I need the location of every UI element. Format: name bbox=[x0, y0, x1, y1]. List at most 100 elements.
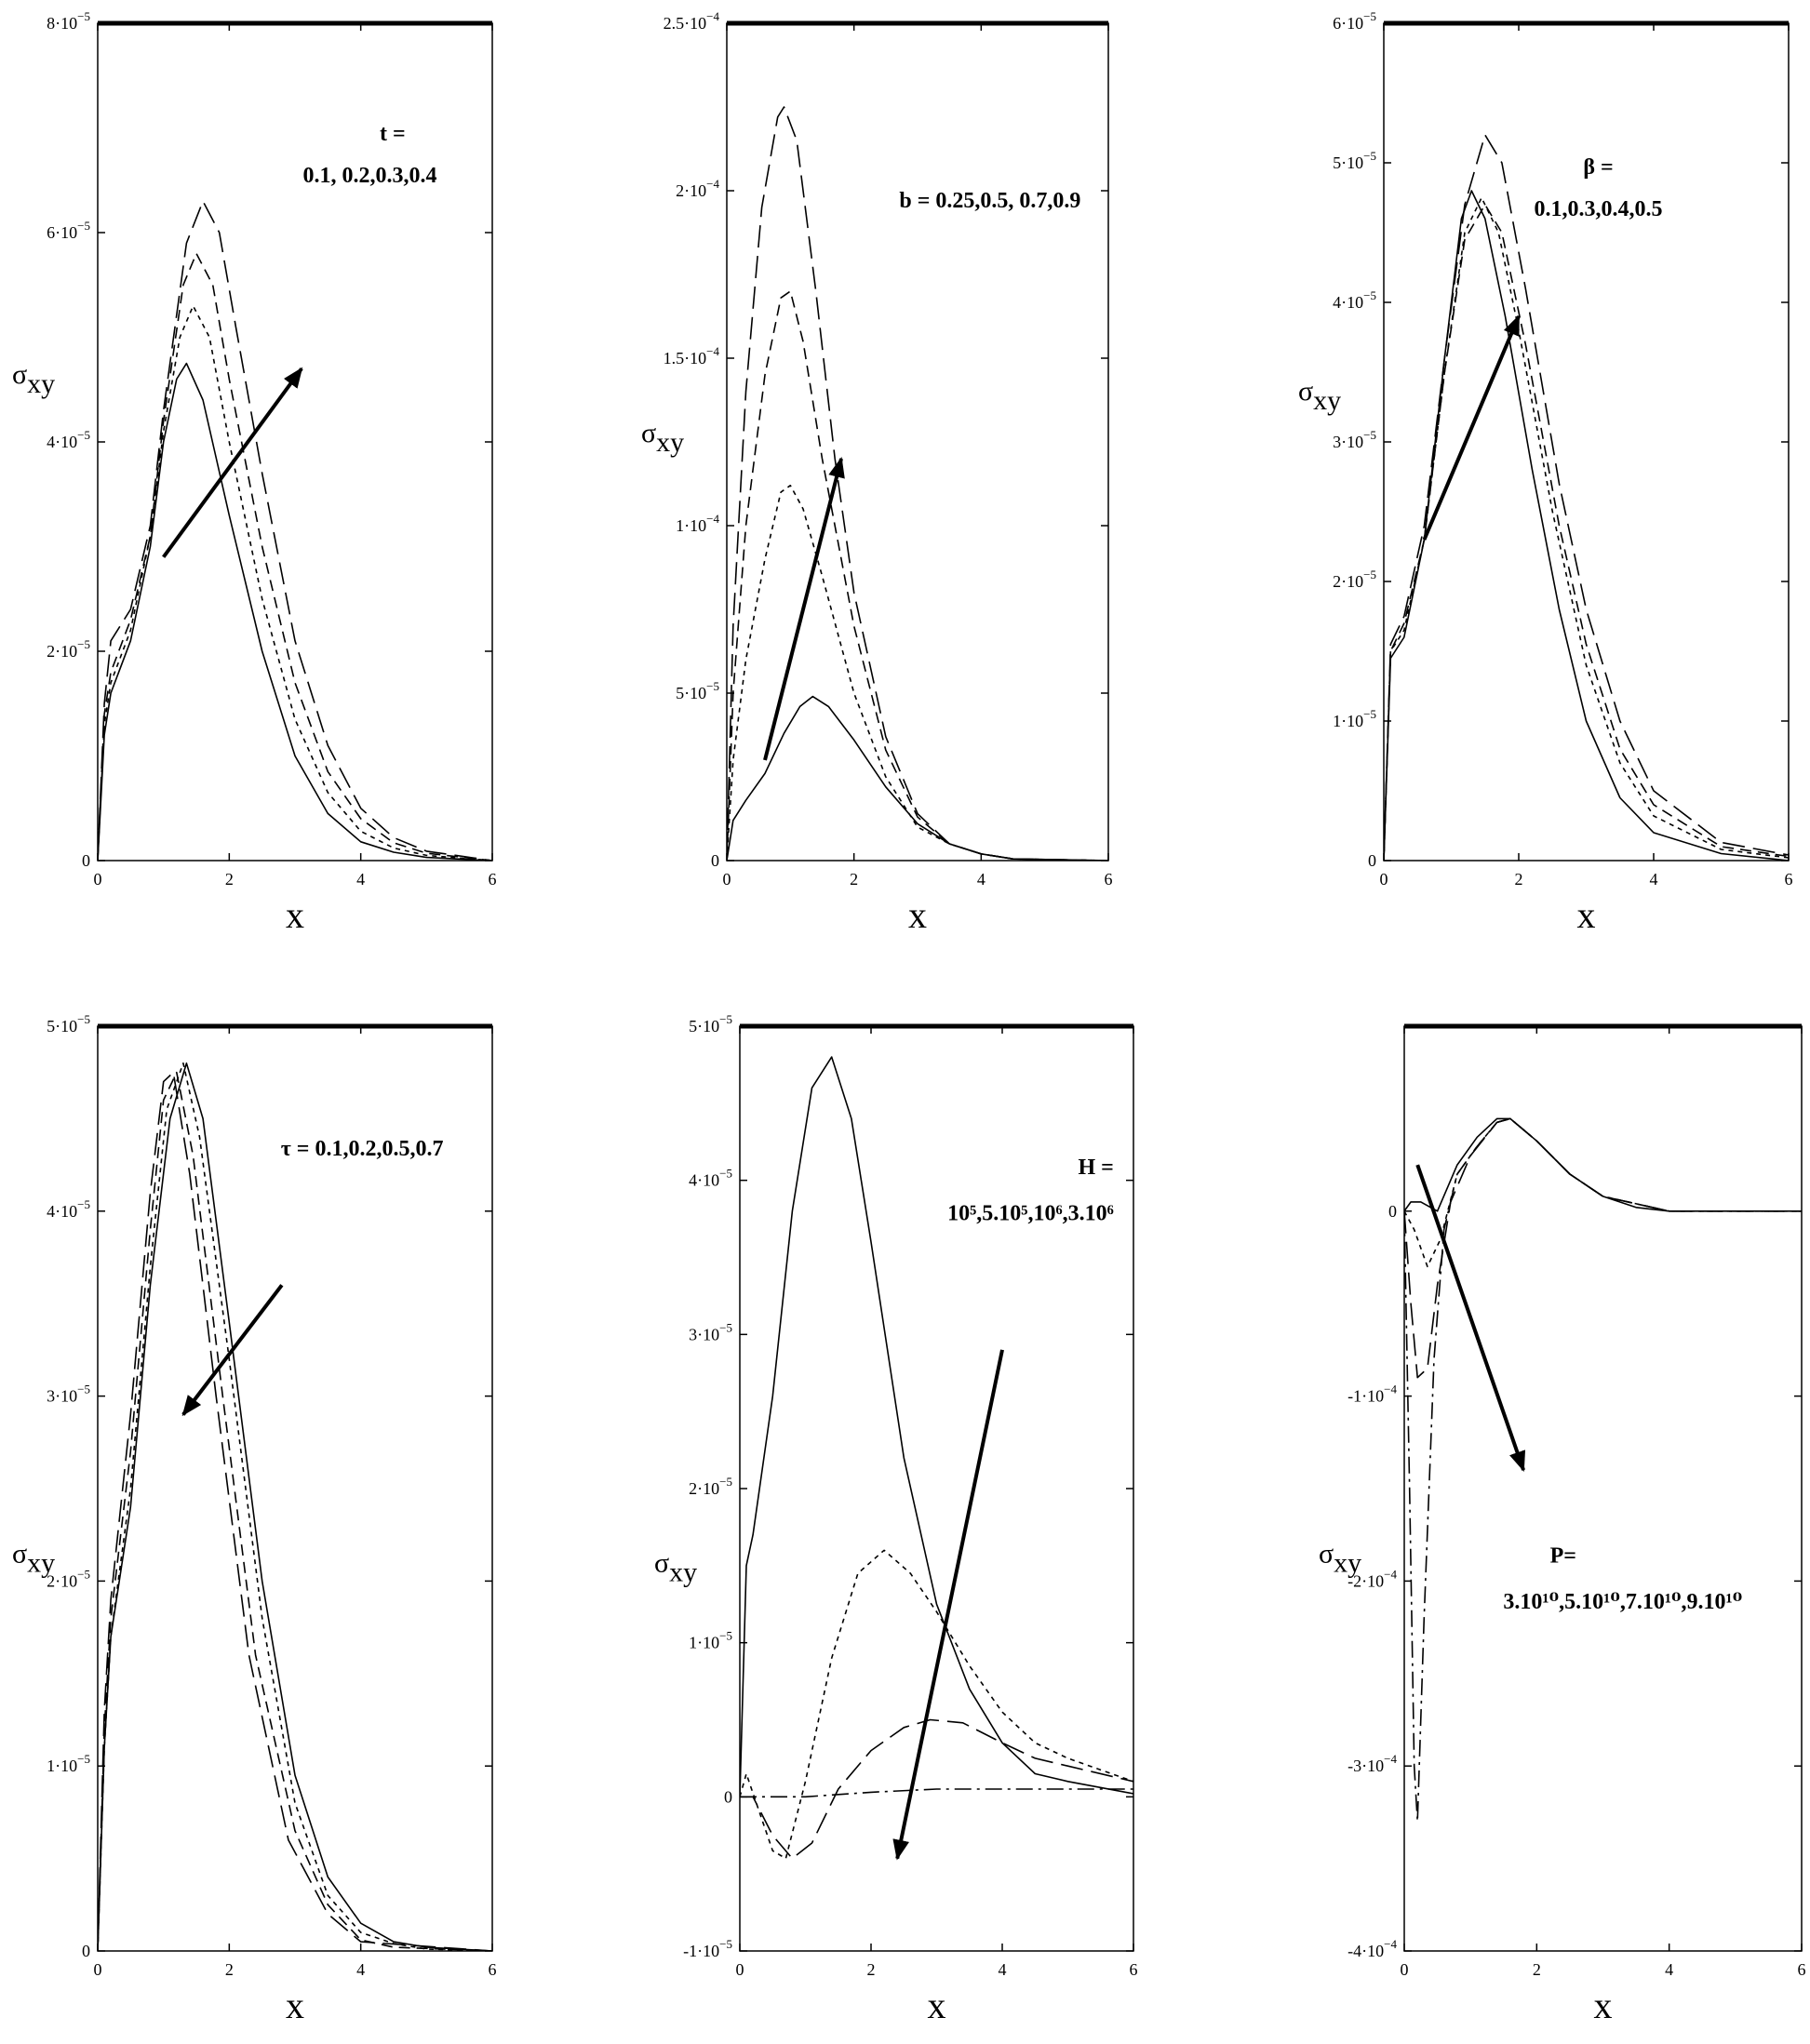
x-axis-label: x bbox=[286, 894, 304, 936]
y-tick-base: 1·10 bbox=[1333, 712, 1363, 730]
y-tick-base: 5·10 bbox=[1333, 154, 1363, 172]
y-axis-label: σxy bbox=[1319, 1539, 1361, 1579]
y-tick-base: -2·10 bbox=[1347, 1571, 1384, 1590]
series-line-3 bbox=[98, 1071, 492, 1951]
parameter-annotation: β = bbox=[1583, 155, 1613, 180]
x-tick-label: 0 bbox=[94, 870, 102, 888]
x-tick-label: 4 bbox=[1665, 1960, 1673, 1979]
x-tick-label: 0 bbox=[736, 1960, 744, 1979]
y-tick-label: 4·10−5 bbox=[1333, 288, 1376, 312]
trend-arrow-icon bbox=[181, 1284, 284, 1417]
y-tick-label: 4·10−5 bbox=[47, 428, 90, 451]
y-tick-label: 1·10−5 bbox=[689, 1629, 732, 1652]
x-tick-label: 0 bbox=[94, 1960, 102, 1979]
y-tick-exponent: −4 bbox=[706, 177, 719, 191]
trend-arrow-icon bbox=[162, 367, 303, 558]
x-tick-label: 6 bbox=[489, 1960, 497, 1979]
plot-frame bbox=[1383, 22, 1790, 862]
y-tick-exponent: −5 bbox=[719, 1475, 732, 1489]
y-tick-exponent: −4 bbox=[1384, 1937, 1397, 1951]
chart-panel-p4: 0 2 4 601·10−52·10−53·10−54·10−55·10−5xσxyτ… bbox=[12, 1012, 497, 2026]
y-tick-label: 5·10−5 bbox=[1333, 149, 1376, 172]
series-line-3 bbox=[1384, 204, 1789, 861]
y-tick-base: 4·10 bbox=[1333, 293, 1363, 312]
y-axis-label-subscript: xy bbox=[27, 368, 55, 399]
y-tick-base: 2·10 bbox=[689, 1479, 719, 1498]
y-tick-label: 2·10−5 bbox=[47, 637, 90, 661]
series-line-4 bbox=[1404, 1117, 1802, 1823]
y-tick-label: 0 bbox=[1368, 851, 1376, 870]
y-tick-base: -4·10 bbox=[1347, 1942, 1384, 1960]
series-line-1 bbox=[727, 695, 1108, 861]
y-tick-base: 2·10 bbox=[676, 181, 706, 200]
parameter-annotation: t = bbox=[380, 122, 406, 146]
y-tick-base: 0 bbox=[711, 851, 719, 870]
x-tick-label: 2 bbox=[850, 870, 858, 888]
y-tick-base: 4·10 bbox=[47, 1202, 77, 1221]
y-tick-exponent: −5 bbox=[719, 1167, 732, 1181]
trend-arrow-icon bbox=[892, 1349, 1004, 1861]
x-tick-label: 2 bbox=[225, 1960, 234, 1979]
y-tick-exponent: −5 bbox=[1363, 9, 1376, 23]
series-line-3 bbox=[1404, 1117, 1802, 1379]
chart-panel-p5: 0 2 4 6-1·10−501·10−52·10−53·10−54·10−55·10… bbox=[654, 1012, 1138, 2026]
y-tick-exponent: −5 bbox=[77, 1012, 90, 1026]
y-tick-exponent: −5 bbox=[1363, 707, 1376, 721]
y-tick-exponent: −5 bbox=[77, 1752, 90, 1766]
y-tick-exponent: −5 bbox=[77, 428, 90, 442]
y-tick-label: 3·10−5 bbox=[689, 1320, 732, 1343]
y-tick-exponent: −5 bbox=[719, 1937, 732, 1951]
y-tick-base: 3·10 bbox=[689, 1325, 719, 1343]
y-tick-base: 2·10 bbox=[47, 642, 77, 661]
y-tick-exponent: −5 bbox=[1363, 288, 1376, 302]
series-line-2 bbox=[740, 1549, 1133, 1860]
y-tick-label: -2·10−4 bbox=[1347, 1567, 1397, 1590]
y-axis-label-subscript: xy bbox=[656, 427, 684, 458]
series-line-4 bbox=[98, 200, 492, 861]
y-axis-label-sigma: σ bbox=[654, 1547, 669, 1578]
y-tick-base: 6·10 bbox=[1333, 14, 1363, 33]
y-tick-label: 0 bbox=[1388, 1202, 1397, 1221]
series-line-1 bbox=[1404, 1117, 1802, 1212]
y-tick-exponent: −5 bbox=[77, 1567, 90, 1581]
y-tick-label: 6·10−5 bbox=[1333, 9, 1376, 33]
chart-panel-p2: 0 2 4 605·10−51·10−41.5·10−42·10−42.5·10−4x… bbox=[641, 9, 1113, 936]
x-tick-label: 6 bbox=[1785, 870, 1793, 888]
parameter-annotation: P= bbox=[1550, 1544, 1576, 1569]
y-tick-exponent: −5 bbox=[719, 1629, 732, 1643]
y-tick-base: -1·10 bbox=[1347, 1387, 1384, 1406]
y-tick-base: 1·10 bbox=[689, 1634, 719, 1652]
series-line-1 bbox=[98, 362, 492, 861]
y-tick-base: 5·10 bbox=[689, 1017, 719, 1035]
series-line-1 bbox=[740, 1056, 1133, 1797]
y-tick-label: 1·10−5 bbox=[1333, 707, 1376, 730]
y-tick-exponent: −4 bbox=[706, 512, 719, 526]
y-tick-base: 3·10 bbox=[47, 1387, 77, 1406]
parameter-annotation: H = bbox=[1079, 1156, 1114, 1180]
y-tick-label: 1·10−5 bbox=[47, 1752, 90, 1775]
x-tick-label: 6 bbox=[1130, 1960, 1138, 1979]
y-axis-label: σxy bbox=[654, 1547, 697, 1587]
y-tick-base: 3·10 bbox=[1333, 433, 1363, 451]
y-tick-base: 4·10 bbox=[689, 1171, 719, 1190]
trend-arrow-icon bbox=[1415, 1164, 1526, 1473]
y-tick-label: -1·10−4 bbox=[1347, 1383, 1397, 1406]
y-tick-base: 1·10 bbox=[47, 1757, 77, 1775]
y-tick-label: 0 bbox=[82, 851, 90, 870]
y-tick-base: 1·10 bbox=[676, 516, 706, 535]
series-line-3 bbox=[98, 252, 492, 861]
series-line-2 bbox=[1404, 1117, 1802, 1268]
y-tick-exponent: −4 bbox=[1384, 1383, 1397, 1396]
y-tick-base: 1.5·10 bbox=[664, 349, 707, 367]
y-tick-label: 4·10−5 bbox=[47, 1197, 90, 1221]
y-axis-label-sigma: σ bbox=[1319, 1539, 1334, 1570]
y-tick-label: 2.5·10−4 bbox=[664, 9, 720, 33]
y-tick-label: 5·10−5 bbox=[47, 1012, 90, 1035]
x-tick-label: 0 bbox=[1380, 870, 1388, 888]
y-tick-exponent: −5 bbox=[1363, 428, 1376, 442]
y-tick-exponent: −5 bbox=[77, 1383, 90, 1396]
y-tick-exponent: −5 bbox=[77, 9, 90, 23]
y-tick-exponent: −4 bbox=[1384, 1567, 1397, 1581]
series-line-2 bbox=[98, 1062, 492, 1951]
